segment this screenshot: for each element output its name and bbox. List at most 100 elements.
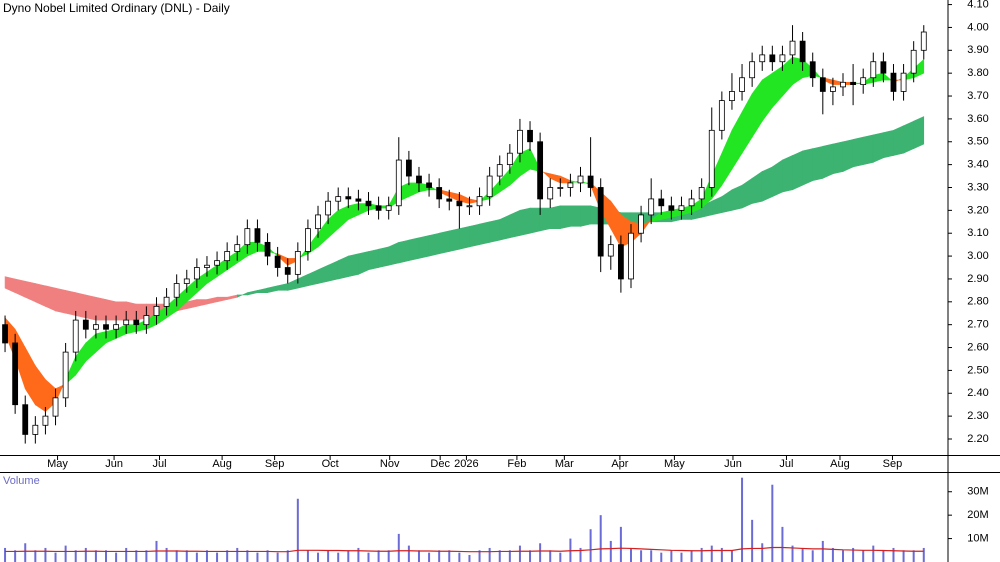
volume-bar <box>448 550 451 562</box>
volume-pane: 10M 20M 30M <box>4 477 989 562</box>
candle-body <box>860 77 867 85</box>
y-tick-label: 4.00 <box>967 21 988 33</box>
y-tick-label: 3.50 <box>967 136 988 148</box>
volume-bar <box>135 550 138 562</box>
x-tick-label: Jul <box>779 458 793 470</box>
ma-band <box>65 290 77 316</box>
candle-body <box>506 152 513 166</box>
volume-bar <box>357 547 360 562</box>
volume-bar <box>872 545 875 562</box>
candle-body <box>103 324 109 330</box>
x-tick-label: Jun <box>105 458 123 470</box>
volume-average-line <box>5 546 924 553</box>
x-tick-label: Dec <box>430 458 450 470</box>
candle-body <box>436 187 443 200</box>
candle-body <box>870 61 877 79</box>
candle-body <box>284 267 291 275</box>
ma-band <box>519 207 531 236</box>
volume-bar <box>700 547 703 562</box>
y-tick-label: 3.70 <box>967 90 988 102</box>
y-tick-label: 2.30 <box>967 410 988 422</box>
volume-bar <box>54 552 57 562</box>
candle-body <box>416 175 422 184</box>
volume-bar <box>216 552 219 562</box>
volume-bar <box>246 550 249 562</box>
volume-bar <box>781 526 784 562</box>
y-tick-label: 3.90 <box>967 44 988 56</box>
ma-band <box>398 239 410 264</box>
volume-bar <box>195 552 198 562</box>
candle-body <box>446 198 453 202</box>
candle-body <box>335 196 342 202</box>
ma-band <box>529 207 541 234</box>
volume-bar <box>741 477 744 562</box>
ma-band <box>438 230 450 255</box>
volume-title: Volume <box>3 475 40 487</box>
candle-body <box>678 205 685 211</box>
candle-body <box>365 200 372 207</box>
ma-band <box>348 253 359 278</box>
candle-body <box>688 198 695 207</box>
candle-body <box>617 244 624 280</box>
volume-bar <box>165 547 168 562</box>
ma-band <box>509 209 521 239</box>
volume-bar <box>468 554 471 562</box>
volume-bar <box>811 550 814 562</box>
candle-body <box>466 205 473 208</box>
candle-body <box>2 324 8 344</box>
candle-body <box>93 324 99 330</box>
candle-body <box>910 49 917 74</box>
y-tick-label: 2.20 <box>967 433 988 445</box>
volume-bar <box>801 547 804 562</box>
ma-band <box>872 132 884 163</box>
ma-band <box>115 301 127 321</box>
x-tick-label: Aug <box>830 458 850 470</box>
ma-band <box>368 248 379 271</box>
y-tick-label: 3.00 <box>967 250 988 262</box>
x-tick-label: Jun <box>724 458 742 470</box>
candle-body <box>890 72 897 92</box>
volume-bar <box>498 550 501 562</box>
ma-band <box>792 150 803 191</box>
volume-bar <box>125 547 128 562</box>
volume-bar <box>518 545 521 562</box>
candle-body <box>547 187 554 200</box>
candle-body <box>163 296 170 307</box>
candle-body <box>173 283 180 298</box>
x-tick-label: Aug <box>212 458 232 470</box>
candle-body <box>426 182 432 188</box>
candle-body <box>325 200 332 216</box>
ma-band <box>862 134 874 165</box>
volume-bar <box>730 550 733 562</box>
x-tick-label: Sep <box>883 458 903 470</box>
ma-band <box>55 287 66 314</box>
volume-bar <box>185 550 188 562</box>
volume-bar <box>286 550 289 562</box>
candle-body <box>900 72 907 92</box>
volume-bar <box>529 550 532 562</box>
candle-body <box>395 159 402 207</box>
ma-band <box>772 159 783 198</box>
candle-body <box>789 40 796 56</box>
y-tick-label: 3.10 <box>967 227 988 239</box>
volume-bar <box>579 547 582 562</box>
candle-body <box>355 198 362 202</box>
volume-bar <box>266 550 269 562</box>
volume-bar <box>539 543 542 562</box>
ma-band <box>85 294 97 321</box>
ma-band <box>731 184 743 211</box>
ma-band <box>842 139 854 172</box>
y-tick-label: 30M <box>967 486 988 498</box>
ma-band <box>75 292 87 319</box>
volume-bar <box>94 550 97 562</box>
volume-bar <box>549 550 552 562</box>
candle-body <box>557 187 564 189</box>
volume-bar <box>74 550 77 562</box>
candle-body <box>830 86 836 92</box>
volume-bar <box>226 550 229 562</box>
volume-bar <box>478 550 481 562</box>
volume-bar <box>387 550 390 562</box>
x-tick-label: May <box>664 458 685 470</box>
y-tick-label: 3.80 <box>967 67 988 79</box>
